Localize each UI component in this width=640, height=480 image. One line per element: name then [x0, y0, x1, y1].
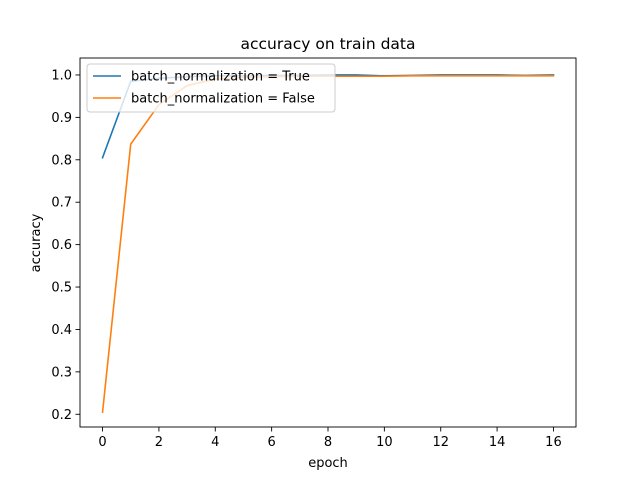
y-tick-label: 0.7 [51, 196, 72, 211]
y-tick-label: 0.8 [51, 153, 72, 168]
x-axis-label: epoch [308, 456, 348, 471]
plot-area [79, 57, 577, 428]
x-tick-label: 0 [98, 435, 106, 450]
x-tick-label: 16 [545, 435, 562, 450]
y-axis: 0.2 0.3 0.4 0.5 0.6 0.7 0.8 0.9 1.0 [51, 68, 80, 423]
y-tick-label: 0.6 [51, 238, 72, 253]
x-tick-label: 10 [376, 435, 393, 450]
legend: batch_normalization = True batch_normaliz… [86, 63, 336, 113]
x-tick-label: 2 [155, 435, 163, 450]
y-tick-label: 1.0 [51, 68, 72, 83]
legend-label-2: batch_normalization = False [131, 92, 315, 107]
y-axis-label: accuracy [29, 213, 44, 272]
y-tick-label: 0.5 [51, 281, 72, 296]
x-tick-label: 14 [489, 435, 506, 450]
y-tick-label: 0.9 [51, 111, 72, 126]
x-axis: 0 2 4 6 8 10 12 14 16 [98, 427, 562, 450]
series-line-2 [101, 75, 555, 414]
x-tick-label: 4 [211, 435, 219, 450]
chart-title: accuracy on train data [240, 35, 415, 53]
y-tick-label: 0.3 [51, 365, 72, 380]
y-tick-label: 0.2 [51, 408, 72, 423]
x-tick-label: 12 [432, 435, 449, 450]
series-lines [101, 74, 555, 414]
legend-box [86, 63, 336, 113]
legend-label-1: batch_normalization = True [131, 70, 310, 85]
y-tick-label: 0.4 [51, 323, 72, 338]
plot-frame [79, 57, 577, 428]
x-tick-label: 6 [267, 435, 275, 450]
x-tick-label: 8 [324, 435, 332, 450]
